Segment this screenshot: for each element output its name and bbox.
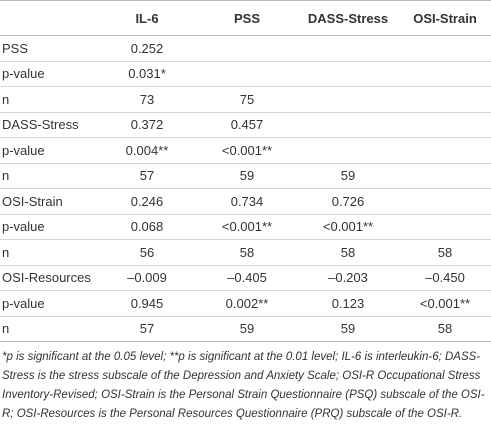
table-row: n 57 59 59 58 [0,316,491,342]
empty-cell [399,188,491,215]
empty-cell [197,61,297,87]
empty-cell [399,137,491,164]
data-table: IL-6 PSS DASS-Stress OSI-Strain PSS 0.252 p-v… [0,0,491,342]
cell: 59 [197,163,297,189]
column-header: PSS [197,0,297,36]
cell: 0.031* [97,61,197,87]
cell: 58 [197,239,297,266]
row-label: n [0,163,97,189]
cell: 57 [97,163,197,189]
empty-cell [297,112,399,138]
empty-cell [399,214,491,240]
cell: 58 [399,316,491,342]
cell: –0.450 [399,265,491,291]
table-row: p-value 0.945 0.002** 0.123 <0.001** [0,290,491,317]
cell: –0.405 [197,265,297,291]
empty-cell [399,61,491,87]
table-row: p-value 0.031* [0,61,491,87]
row-label: p-value [0,61,97,87]
cell: 59 [297,316,399,342]
table-row: n 56 58 58 58 [0,239,491,266]
table-row: p-value 0.068 <0.001** <0.001** [0,214,491,240]
cell: 59 [197,316,297,342]
column-header: IL-6 [97,0,197,36]
column-header: OSI-Strain [399,0,491,36]
cell: 0.457 [197,112,297,138]
table-row: OSI-Strain 0.246 0.734 0.726 [0,188,491,215]
cell: 56 [97,239,197,266]
cell: 0.734 [197,188,297,215]
empty-cell [399,86,491,113]
row-label: n [0,316,97,342]
row-label: p-value [0,137,97,164]
cell: 0.246 [97,188,197,215]
empty-cell [399,163,491,189]
cell: 59 [297,163,399,189]
table-row: OSI-Resources –0.009 –0.405 –0.203 –0.450 [0,265,491,291]
table-row: DASS-Stress 0.372 0.457 [0,112,491,138]
cell: 73 [97,86,197,113]
footnote: *p is significant at the 0.05 level; **p… [2,351,485,420]
row-label: p-value [0,214,97,240]
table-row: n 57 59 59 [0,163,491,189]
cell: 0.123 [297,290,399,317]
cell: 57 [97,316,197,342]
cell: –0.009 [97,265,197,291]
row-label: DASS-Stress [0,112,97,138]
empty-cell [297,137,399,164]
empty-cell [399,112,491,138]
cell: 0.945 [97,290,197,317]
row-label: OSI-Resources [0,265,97,291]
empty-cell [297,86,399,113]
cell: 0.002** [197,290,297,317]
cell: 58 [399,239,491,266]
cell: <0.001** [197,137,297,164]
row-label: PSS [0,35,97,62]
empty-cell [297,61,399,87]
row-label: n [0,239,97,266]
empty-cell [197,35,297,62]
cell: <0.001** [197,214,297,240]
cell: <0.001** [297,214,399,240]
table-row: n 73 75 [0,86,491,113]
column-header: DASS-Stress [297,0,399,36]
row-label: n [0,86,97,113]
corner-cell [0,0,97,36]
empty-cell [297,35,399,62]
cell: <0.001** [399,290,491,317]
cell: –0.203 [297,265,399,291]
table-row: PSS 0.252 [0,35,491,62]
cell: 0.252 [97,35,197,62]
cell: 0.004** [97,137,197,164]
row-label: p-value [0,290,97,317]
table-row: p-value 0.004** <0.001** [0,137,491,164]
row-label: OSI-Strain [0,188,97,215]
empty-cell [399,35,491,62]
cell: 58 [297,239,399,266]
cell: 0.372 [97,112,197,138]
cell: 75 [197,86,297,113]
cell: 0.068 [97,214,197,240]
cell: 0.726 [297,188,399,215]
header-row: IL-6 PSS DASS-Stress OSI-Strain [0,0,491,36]
